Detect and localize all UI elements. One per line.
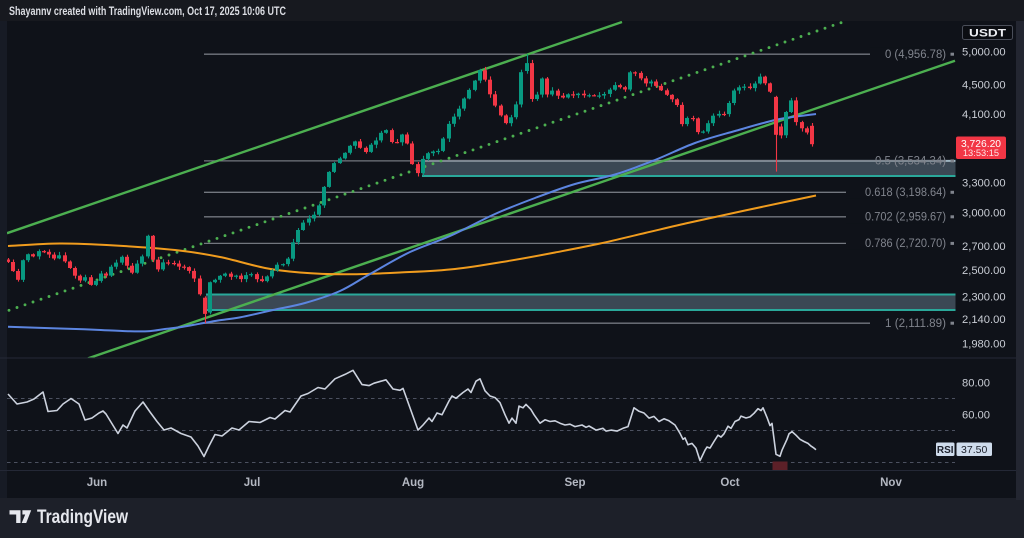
svg-text:Aug: Aug (402, 477, 424, 489)
svg-text:2,500.00: 2,500.00 (962, 265, 1006, 277)
svg-text:60.00: 60.00 (962, 410, 990, 422)
svg-text:0 (4,956.78): 0 (4,956.78) (885, 49, 946, 61)
svg-text:RSI: RSI (937, 445, 954, 456)
svg-text:0.618 (3,198.64): 0.618 (3,198.64) (865, 187, 946, 199)
svg-text:Sep: Sep (564, 477, 585, 489)
svg-text:Nov: Nov (880, 477, 902, 489)
svg-text:2,700.00: 2,700.00 (962, 241, 1006, 253)
svg-text:Jun: Jun (87, 477, 107, 489)
svg-text:5,000.00: 5,000.00 (962, 47, 1006, 59)
svg-text:3,300.00: 3,300.00 (962, 178, 1006, 190)
svg-text:3,726.20: 3,726.20 (961, 139, 1001, 150)
svg-text:4,500.00: 4,500.00 (962, 80, 1006, 92)
svg-text:TradingView: TradingView (37, 507, 128, 528)
svg-text:4,100.00: 4,100.00 (962, 109, 1006, 121)
svg-text:3,000.00: 3,000.00 (962, 208, 1006, 220)
svg-text:2,300.00: 2,300.00 (962, 291, 1006, 303)
svg-text:2,140.00: 2,140.00 (962, 314, 1006, 326)
svg-text:0.5 (3,534.34): 0.5 (3,534.34) (875, 156, 946, 168)
svg-text:13:53:15: 13:53:15 (963, 148, 999, 158)
svg-text:Shayannv created with TradingV: Shayannv created with TradingView.com, O… (9, 6, 286, 18)
svg-text:1 (2,111.89): 1 (2,111.89) (885, 318, 946, 330)
svg-text:USDT: USDT (969, 28, 1006, 40)
svg-text:80.00: 80.00 (962, 378, 990, 390)
svg-text:1,980.00: 1,980.00 (962, 339, 1006, 351)
svg-text:Oct: Oct (720, 477, 739, 489)
svg-text:0.786 (2,720.70): 0.786 (2,720.70) (865, 238, 946, 250)
svg-text:37.50: 37.50 (961, 444, 987, 456)
svg-text:0.702 (2,959.67): 0.702 (2,959.67) (865, 212, 946, 224)
svg-text:Jul: Jul (244, 477, 261, 489)
